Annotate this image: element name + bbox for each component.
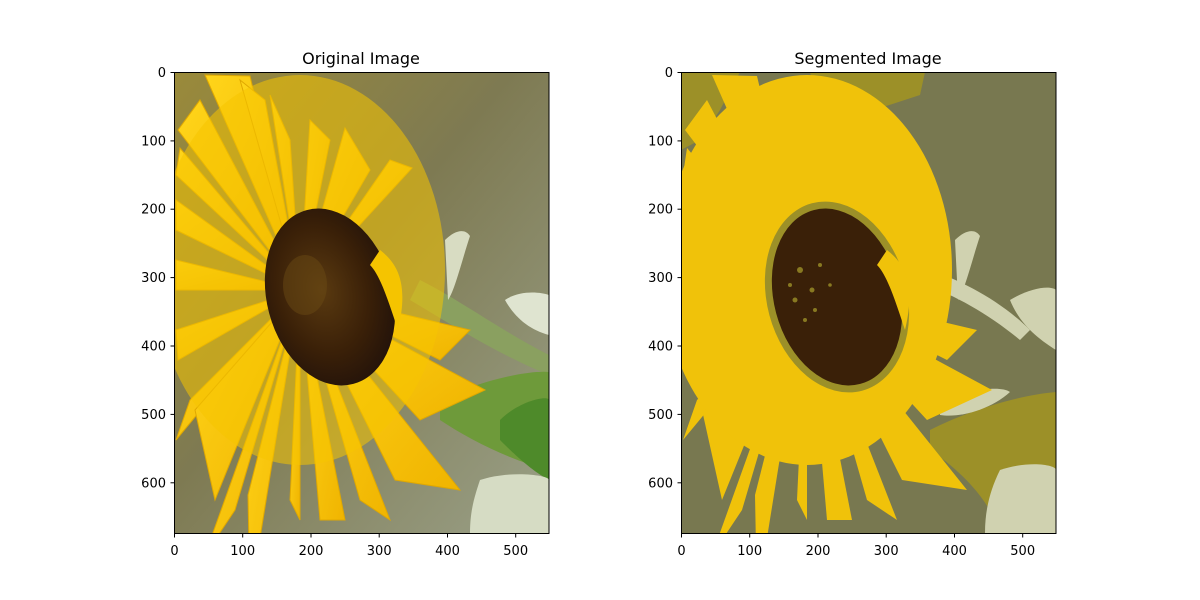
y-tick-label: 400: [648, 340, 673, 355]
x-tick-label: 500: [503, 544, 528, 559]
y-tick-label: 500: [141, 408, 166, 423]
y-tick-label: 0: [665, 66, 673, 81]
y-tick-label: 300: [141, 271, 166, 286]
y-tick-label: 0: [158, 66, 166, 81]
y-tick-label: 600: [648, 476, 673, 491]
y-tick-label: 400: [141, 340, 166, 355]
x-tick-label: 200: [806, 544, 831, 559]
x-tick-label: 200: [299, 544, 324, 559]
segmented-image-title: Segmented Image: [794, 49, 941, 68]
y-tick-label: 200: [648, 203, 673, 218]
y-tick-label: 100: [648, 134, 673, 149]
x-tick-label: 300: [874, 544, 899, 559]
x-tick-label: 0: [677, 544, 685, 559]
y-tick-label: 600: [141, 476, 166, 491]
x-tick-label: 400: [435, 544, 460, 559]
x-tick-label: 100: [230, 544, 255, 559]
x-tick-label: 300: [367, 544, 392, 559]
x-tick-label: 100: [737, 544, 762, 559]
x-tick-label: 500: [1010, 544, 1035, 559]
y-tick-label: 500: [648, 408, 673, 423]
original-image-frame: [174, 72, 550, 534]
segmented-image-panel: Segmented Image: [648, 49, 1057, 559]
segmented-image-frame: [681, 72, 1057, 534]
x-tick-label: 0: [170, 544, 178, 559]
y-tick-label: 200: [141, 203, 166, 218]
original-image: [174, 72, 549, 534]
y-tick-label: 300: [648, 271, 673, 286]
y-tick-label: 100: [141, 134, 166, 149]
original-image-title: Original Image: [302, 49, 420, 68]
segmented-image: [681, 72, 1056, 534]
original-image-panel: Original Image: [141, 49, 550, 559]
x-tick-label: 400: [942, 544, 967, 559]
